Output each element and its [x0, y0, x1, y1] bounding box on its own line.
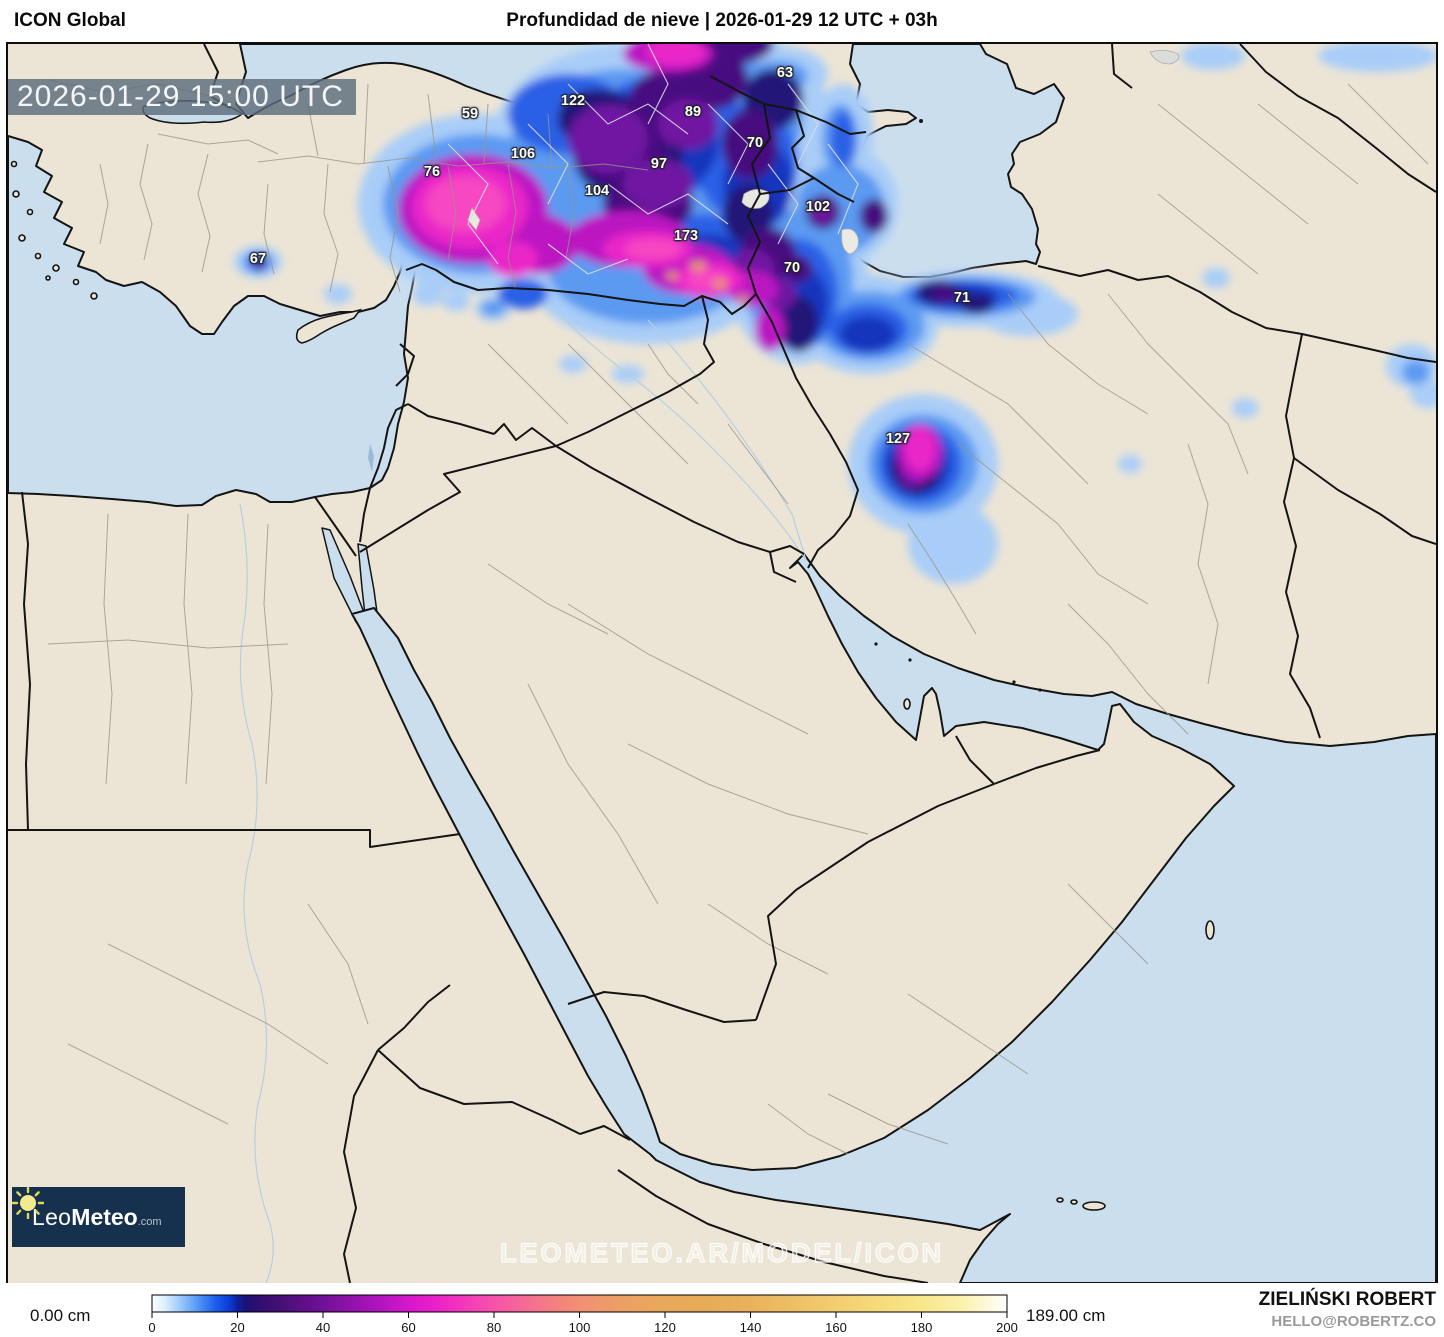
border-syria-iraq — [555, 295, 715, 447]
svg-text:200: 200 — [996, 1320, 1018, 1335]
map-canvas — [8, 44, 1436, 1283]
svg-text:20: 20 — [230, 1320, 244, 1335]
border-ethiopia-somalia — [617, 1169, 929, 1283]
border-eritrea-ethiopia — [377, 1049, 581, 1135]
model-name: ICON Global — [14, 10, 126, 31]
border-turkmenistan-uzbekistan — [1239, 44, 1436, 193]
admin-borders-snow — [447, 44, 859, 275]
socotra-island — [1082, 1201, 1106, 1211]
border-oman-uae — [993, 749, 1101, 785]
border-iraq-saudi — [555, 445, 771, 553]
attribution-email: HELLO@ROBERTZ.CO — [1271, 1313, 1436, 1330]
colorbar: 0 20 40 60 80 100 120 140 160 180 200 — [148, 1294, 1018, 1335]
svg-text:100: 100 — [569, 1320, 591, 1335]
lake-tuz — [467, 207, 481, 231]
border-turkey-caucasus — [709, 75, 771, 195]
colorbar-min-label: 0.00 cm — [30, 1306, 91, 1325]
svg-text:80: 80 — [487, 1320, 501, 1335]
masirah-island — [1205, 920, 1215, 940]
svg-text:180: 180 — [911, 1320, 933, 1335]
border-saudi-uae — [955, 735, 995, 785]
dead-sea — [368, 444, 374, 472]
leometeo-logo: LeoMeteo.com — [12, 1187, 185, 1247]
sun-icon — [12, 1187, 44, 1219]
border-central-asia — [1111, 44, 1133, 89]
border-kuwait — [769, 545, 805, 583]
watermark: LEOMETEO.AR/MODEL/ICON — [499, 1237, 944, 1268]
border-egypt-israel — [314, 496, 357, 557]
border-jordan-saudi — [359, 445, 557, 553]
border-djibouti — [579, 1125, 631, 1141]
cyprus-island — [295, 308, 362, 344]
border-lebanon-syria — [395, 343, 415, 387]
footer: 0.00 cm 0 20 40 60 80 100 120 140 160 180 200 189.… — [0, 1283, 1444, 1337]
timestamp-badge: 2026-01-29 15:00 UTC — [8, 79, 356, 115]
border-iraq-iran — [755, 293, 859, 569]
border-jordan-ne — [493, 423, 557, 447]
bahrain-island — [903, 698, 911, 710]
border-armenia-azerbaijan — [791, 109, 815, 179]
page-title: Profundidad de nieve | 2026-01-29 12 UTC… — [506, 10, 938, 31]
border-georgia-azerbaijan — [763, 103, 867, 135]
border-egypt-libya — [21, 491, 31, 831]
svg-text:160: 160 — [825, 1320, 847, 1335]
border-israel-jordan — [359, 403, 409, 543]
nile-river — [239, 503, 274, 1283]
header: ICON Global Profundidad de nieve | 2026-… — [0, 0, 1444, 44]
country-borders — [8, 44, 1436, 1283]
border-yemen-oman — [755, 889, 797, 1021]
attribution-name: ZIELIŃSKI ROBERT — [1258, 1289, 1436, 1310]
svg-text:0: 0 — [148, 1320, 155, 1335]
lake-urmia — [841, 228, 859, 255]
colorbar-max-label: 189.00 cm — [1026, 1306, 1106, 1325]
border-turkey-iran — [747, 193, 761, 295]
euphrates-river — [547, 303, 807, 561]
kara-bogaz-lake — [1149, 50, 1180, 65]
border-sudan-eritrea — [377, 984, 451, 1051]
border-saudi-oman — [795, 783, 995, 891]
svg-text:40: 40 — [316, 1320, 330, 1335]
border-afghanistan-pakistan — [1293, 457, 1436, 545]
border-egypt-sudan — [8, 829, 461, 848]
islands — [10, 160, 1215, 1211]
svg-text:120: 120 — [654, 1320, 676, 1335]
border-iran-afghanistan-pakistan — [1283, 333, 1321, 739]
svg-text:60: 60 — [401, 1320, 415, 1335]
border-sudan-ethiopia — [343, 1049, 379, 1283]
gulf-islets — [874, 119, 1042, 692]
border-turkey-syria-iraq — [405, 263, 757, 315]
logo-text: LeoMeteo.com — [32, 1203, 162, 1230]
border-iran-turkmenistan — [1037, 265, 1436, 363]
border-syria-jordan — [407, 403, 495, 435]
lakes — [368, 50, 1180, 472]
border-saudi-yemen — [567, 991, 757, 1023]
weather-map: 2026-01-29 15:00 UTC LEOMETEO.AR/MODEL/I… — [6, 42, 1438, 1285]
svg-text:140: 140 — [740, 1320, 762, 1335]
